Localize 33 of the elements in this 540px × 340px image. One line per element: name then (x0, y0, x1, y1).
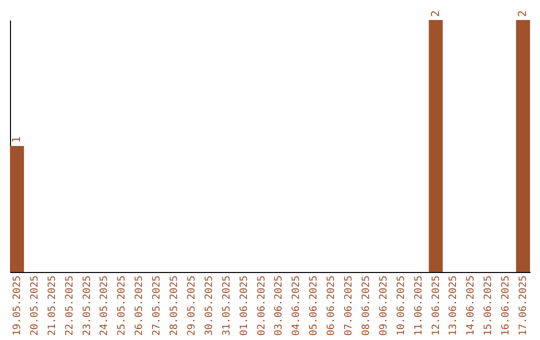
x-tick-label: 16.06.2025 (500, 276, 512, 336)
x-tick-label: 08.06.2025 (360, 276, 372, 336)
x-tick-label: 21.05.2025 (46, 276, 58, 336)
x-tick-label: 25.05.2025 (116, 276, 128, 336)
x-tick-label: 30.05.2025 (204, 276, 215, 336)
x-tick-label: 05.06.2025 (308, 276, 320, 336)
x-tick-label: 13.06.2025 (448, 276, 460, 336)
x-tick-label: 19.05.2025 (12, 276, 23, 336)
x-tick-label: 01.06.2025 (238, 276, 250, 336)
data-label: 1 (10, 136, 23, 143)
x-tick-label: 26.05.2025 (134, 276, 146, 336)
x-tick-label: 07.06.2025 (344, 276, 355, 336)
x-tick-label: 10.06.2025 (396, 276, 407, 336)
x-tick-label: 09.06.2025 (378, 276, 390, 336)
data-label: 2 (428, 10, 442, 17)
x-tick-label: 11.06.2025 (413, 276, 424, 336)
x-tick-label: 15.06.2025 (483, 276, 494, 336)
x-tick-label: 23.05.2025 (82, 276, 93, 336)
x-tick-label: 02.06.2025 (256, 276, 268, 336)
x-tick-label: 06.06.2025 (326, 276, 338, 336)
x-tick-label: 17.06.2025 (518, 276, 530, 336)
x-tick-label: 24.05.2025 (99, 276, 110, 336)
x-tick-label: 22.05.2025 (64, 276, 76, 336)
data-label: 2 (516, 10, 530, 17)
x-tick-label: 27.05.2025 (152, 276, 163, 336)
x-tick-label: 12.06.2025 (430, 276, 442, 336)
x-tick-label: 14.06.2025 (466, 276, 477, 336)
x-tick-label: 28.05.2025 (169, 276, 180, 336)
x-tick-label: 04.06.2025 (291, 276, 302, 336)
x-tick-label: 31.05.2025 (221, 276, 232, 336)
x-tick-label: 29.05.2025 (186, 276, 198, 336)
x-tick-label: 20.05.2025 (29, 276, 40, 336)
x-tick-label: 03.06.2025 (274, 276, 285, 336)
